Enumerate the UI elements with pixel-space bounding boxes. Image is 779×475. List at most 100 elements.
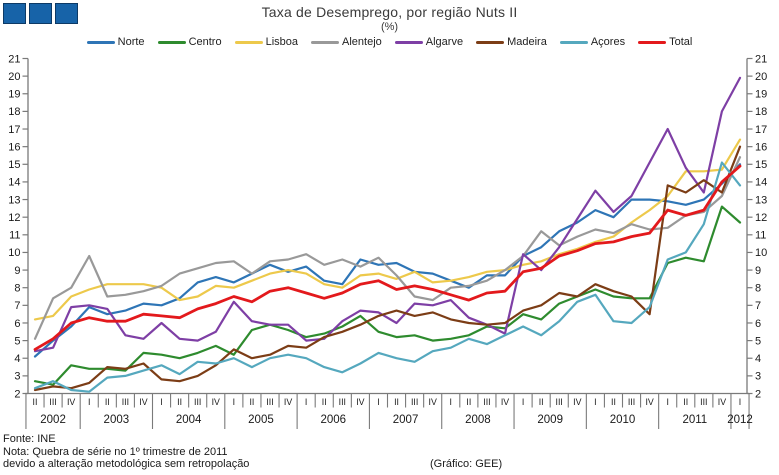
x-axis-quarter-label: II [466, 397, 471, 407]
x-axis-quarter-label: II [177, 397, 182, 407]
y-axis-label-left: 9 [14, 265, 20, 277]
y-axis-label-left: 10 [8, 247, 20, 259]
x-axis-quarter-label: II [539, 397, 544, 407]
legend-swatch [234, 40, 263, 44]
x-axis-quarter-label: IV [67, 397, 75, 407]
y-axis-label-right: 19 [755, 89, 767, 101]
y-axis-label-right: 8 [755, 283, 761, 295]
x-axis-year-label: 2006 [320, 414, 346, 426]
x-axis-year-label: 2011 [682, 414, 707, 426]
legend-label: Centro [188, 36, 222, 48]
x-axis-quarter-label: I [305, 397, 307, 407]
x-axis-quarter-label: IV [139, 397, 147, 407]
legend-item-alentejo: Alentejo [311, 36, 382, 48]
x-axis-quarter-label: IV [718, 397, 726, 407]
x-axis-quarter-label: I [160, 397, 162, 407]
series-line-madeira [33, 145, 742, 392]
x-axis-year-label: 2007 [393, 414, 419, 426]
y-axis-label-left: 6 [14, 318, 20, 330]
chart-title: Taxa de Desemprego, por região Nuts II [261, 4, 518, 20]
x-axis-quarter-label: III [483, 397, 490, 407]
y-axis-label-left: 21 [8, 53, 20, 65]
y-axis-label-right: 13 [755, 194, 767, 206]
x-axis-quarter-label: III [266, 397, 273, 407]
y-axis-label-right: 16 [755, 141, 767, 153]
series-break-note-line1: Nota: Quebra de série no 1º trimestre de… [3, 445, 228, 458]
legend-swatch [86, 40, 115, 44]
legend-label: Algarve [425, 36, 464, 48]
y-axis-label-right: 2 [755, 388, 761, 400]
legend-item-açores: Açores [559, 36, 625, 48]
x-axis-year-label: 2009 [537, 414, 563, 426]
graphic-credit: (Gráfico: GEE) [430, 458, 503, 470]
legend-swatch [559, 40, 588, 44]
series-line-alentejo [33, 156, 742, 340]
x-axis-quarter-label: I [666, 397, 668, 407]
y-axis-label-left: 18 [8, 106, 20, 118]
y-axis-label-right: 6 [755, 318, 761, 330]
x-axis-year-label: 2005 [248, 414, 274, 426]
y-axis-label-left: 19 [8, 89, 20, 101]
series-line-açores [33, 161, 742, 393]
x-axis-quarter-label: III [122, 397, 129, 407]
x-axis-quarter-label: IV [645, 397, 653, 407]
x-axis-quarter-label: II [322, 397, 327, 407]
legend-item-norte: Norte [86, 36, 145, 48]
y-axis-label-left: 12 [8, 212, 20, 224]
x-axis-quarter-label: IV [212, 397, 220, 407]
legend-label: Lisboa [265, 36, 299, 48]
y-axis-label-left: 16 [8, 141, 20, 153]
y-axis-label-left: 2 [14, 388, 20, 400]
three-blue-squares-logo [3, 3, 78, 24]
y-axis-label-right: 7 [755, 300, 761, 312]
x-axis-year-label: 2004 [176, 414, 202, 426]
y-axis-label-left: 17 [8, 124, 20, 136]
legend-label: Alentejo [342, 36, 382, 48]
x-axis-quarter-label: IV [573, 397, 581, 407]
logo-square [3, 3, 26, 24]
x-axis-quarter-label: I [450, 397, 452, 407]
x-axis-quarter-label: II [249, 397, 254, 407]
x-axis-quarter-label: IV [284, 397, 292, 407]
x-axis-quarter-label: I [594, 397, 596, 407]
y-axis-label-right: 20 [755, 71, 767, 83]
x-axis-quarter-label: II [33, 397, 38, 407]
series-line-total [33, 164, 742, 351]
y-axis-label-left: 11 [9, 230, 20, 242]
legend-item-lisboa: Lisboa [234, 36, 299, 48]
x-axis-quarter-label: I [88, 397, 90, 407]
x-axis-quarter-label: IV [356, 397, 364, 407]
x-axis-year-label: 2010 [610, 414, 636, 426]
y-axis-label-right: 14 [755, 177, 767, 189]
x-axis-quarter-label: I [233, 397, 235, 407]
y-axis-label-right: 11 [755, 230, 766, 242]
series-line-centro [33, 205, 742, 386]
x-axis-quarter-label: II [683, 397, 688, 407]
x-axis-quarter-label: III [411, 397, 418, 407]
x-axis-quarter-label: I [739, 397, 741, 407]
x-axis-quarter-label: III [339, 397, 346, 407]
legend-label: Madeira [507, 36, 547, 48]
y-axis-label-left: 5 [14, 335, 20, 347]
x-axis-quarter-label: IV [429, 397, 437, 407]
y-axis-label-right: 17 [755, 124, 767, 136]
legend-swatch [311, 40, 340, 44]
x-axis-year-label: 2012 [727, 414, 753, 426]
series-line-norte [33, 163, 742, 358]
chart-subtitle: (%) [380, 21, 399, 33]
legend-item-algarve: Algarve [394, 36, 464, 48]
x-axis-quarter-label: III [49, 397, 56, 407]
y-axis-label-right: 4 [755, 353, 761, 365]
y-axis-label-right: 5 [755, 335, 761, 347]
y-axis-label-right: 3 [755, 371, 761, 383]
y-axis-label-left: 14 [8, 177, 20, 189]
y-axis-label-left: 15 [8, 159, 20, 171]
legend-item-total: Total [638, 36, 692, 48]
legend-item-centro: Centro [157, 36, 222, 48]
legend-item-madeira: Madeira [476, 36, 547, 48]
y-axis-label-left: 3 [14, 371, 20, 383]
legend-swatch [394, 40, 423, 44]
x-axis-quarter-label: I [522, 397, 524, 407]
legend-swatch [157, 40, 186, 44]
